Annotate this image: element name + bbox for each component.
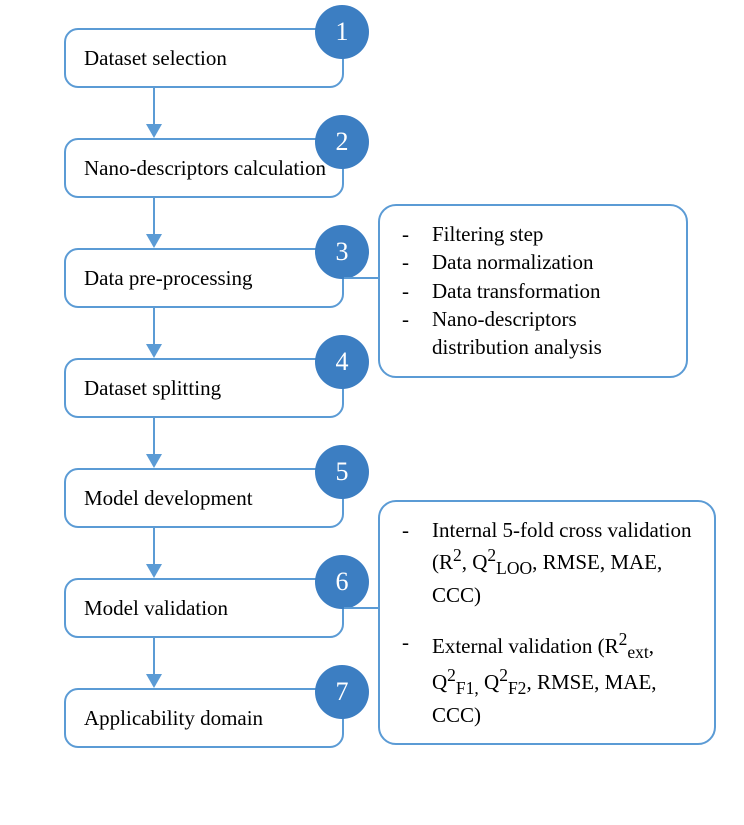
detail-item: -External validation (R2ext, Q2F1, Q2F2,… xyxy=(398,628,696,730)
step-label-6: Model validation xyxy=(84,596,228,621)
step-badge-7: 7 xyxy=(315,665,369,719)
step-badge-4: 4 xyxy=(315,335,369,389)
step-badge-3: 3 xyxy=(315,225,369,279)
connector-line xyxy=(344,606,378,610)
step-box-6: Model validation xyxy=(64,578,344,638)
arrow-down xyxy=(134,88,174,138)
connector-line xyxy=(344,276,378,280)
arrow-down xyxy=(134,528,174,578)
step-box-4: Dataset splitting xyxy=(64,358,344,418)
detail-item: -Nano-descriptors distribution analysis xyxy=(398,305,668,362)
step-label-7: Applicability domain xyxy=(84,706,263,731)
dash-icon: - xyxy=(398,220,432,248)
step-badge-1: 1 xyxy=(315,5,369,59)
step-badge-2: 2 xyxy=(315,115,369,169)
step-number-1: 1 xyxy=(336,17,349,47)
step-number-6: 6 xyxy=(336,567,349,597)
step-label-4: Dataset splitting xyxy=(84,376,221,401)
detail-text: External validation (R2ext, Q2F1, Q2F2, … xyxy=(432,628,696,730)
detail-item: -Data normalization xyxy=(398,248,668,276)
arrow-down xyxy=(134,308,174,358)
step-number-2: 2 xyxy=(336,127,349,157)
detail-text: Data normalization xyxy=(432,248,668,276)
step-label-1: Dataset selection xyxy=(84,46,227,71)
step-box-2: Nano-descriptors calculation xyxy=(64,138,344,198)
step-box-7: Applicability domain xyxy=(64,688,344,748)
step-badge-5: 5 xyxy=(315,445,369,499)
step-number-4: 4 xyxy=(336,347,349,377)
detail-item: -Data transformation xyxy=(398,277,668,305)
detail-box-6: -Internal 5-fold cross validation (R2, Q… xyxy=(378,500,716,745)
step-label-5: Model development xyxy=(84,486,253,511)
detail-text: Filtering step xyxy=(432,220,668,248)
dash-icon: - xyxy=(398,305,432,362)
step-number-7: 7 xyxy=(336,677,349,707)
detail-item: -Filtering step xyxy=(398,220,668,248)
step-box-5: Model development xyxy=(64,468,344,528)
dash-icon: - xyxy=(398,516,432,610)
detail-item: -Internal 5-fold cross validation (R2, Q… xyxy=(398,516,696,610)
dash-icon: - xyxy=(398,628,432,730)
detail-text: Internal 5-fold cross validation (R2, Q2… xyxy=(432,516,696,610)
step-label-3: Data pre-processing xyxy=(84,266,253,291)
arrow-down xyxy=(134,638,174,688)
dash-icon: - xyxy=(398,277,432,305)
dash-icon: - xyxy=(398,248,432,276)
step-badge-6: 6 xyxy=(315,555,369,609)
step-number-5: 5 xyxy=(336,457,349,487)
detail-text: Nano-descriptors distribution analysis xyxy=(432,305,668,362)
step-box-3: Data pre-processing xyxy=(64,248,344,308)
detail-text: Data transformation xyxy=(432,277,668,305)
arrow-down xyxy=(134,418,174,468)
arrow-down xyxy=(134,198,174,248)
detail-box-3: -Filtering step-Data normalization-Data … xyxy=(378,204,688,378)
step-box-1: Dataset selection xyxy=(64,28,344,88)
step-label-2: Nano-descriptors calculation xyxy=(84,156,326,181)
flowchart-canvas: Dataset selection 1 Nano-descriptors calcu… xyxy=(0,0,744,825)
step-number-3: 3 xyxy=(336,237,349,267)
